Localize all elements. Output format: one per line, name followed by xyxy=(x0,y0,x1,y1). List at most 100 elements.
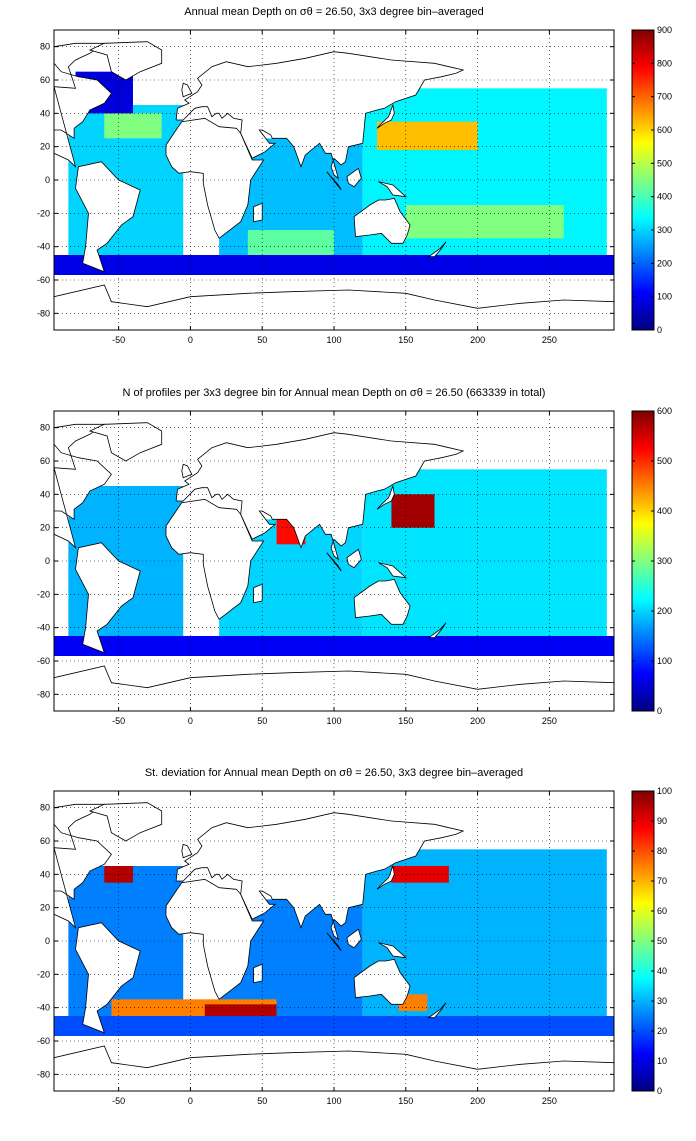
colorbar-tick-label: 0 xyxy=(657,706,662,716)
colorbar-tick-label: 70 xyxy=(657,876,667,886)
heat-region xyxy=(104,113,162,139)
y-tick-label: -20 xyxy=(37,589,50,599)
coastline xyxy=(88,422,163,462)
coastline xyxy=(378,942,408,959)
coastline xyxy=(378,181,408,198)
coastline xyxy=(346,928,362,949)
y-tick-label: -40 xyxy=(37,1003,50,1013)
y-tick-label: 0 xyxy=(45,175,50,185)
colorbar-tick-label: 500 xyxy=(657,158,672,168)
y-tick-label: -80 xyxy=(37,308,50,318)
colorbar-tick-label: 700 xyxy=(657,92,672,102)
colorbar-tick-label: 800 xyxy=(657,58,672,68)
x-tick-label: 0 xyxy=(188,1096,193,1106)
coastline xyxy=(353,578,411,625)
heat-region xyxy=(247,230,334,255)
depth-map: -50 0 50 100 150 200 250-80-60-40-200204060800… xyxy=(37,25,672,345)
y-tick-label: 40 xyxy=(40,869,50,879)
coastline xyxy=(54,803,112,929)
y-tick-label: 60 xyxy=(40,75,50,85)
x-tick-label: 250 xyxy=(542,716,557,726)
colorbar xyxy=(631,790,655,1092)
y-tick-label: -20 xyxy=(37,969,50,979)
colorbar-tick-label: 0 xyxy=(657,325,662,335)
x-tick-label: 200 xyxy=(470,335,485,345)
y-tick-label: -60 xyxy=(37,656,50,666)
colorbar-tick-label: 300 xyxy=(657,556,672,566)
heat-region xyxy=(377,121,478,150)
coastline xyxy=(326,932,342,952)
coastline xyxy=(165,878,265,1000)
colorbar-tick-label: 200 xyxy=(657,606,672,616)
coastline xyxy=(181,463,193,479)
coastline xyxy=(253,202,263,223)
colorbar-tick-label: 100 xyxy=(657,786,672,796)
colorbar-tick-label: 400 xyxy=(657,506,672,516)
x-tick-label: 100 xyxy=(326,335,341,345)
y-tick-label: 0 xyxy=(45,556,50,566)
y-tick-label: 0 xyxy=(45,936,50,946)
heat-region xyxy=(405,205,564,239)
coastline xyxy=(54,665,614,711)
colorbar-tick-label: 90 xyxy=(657,816,667,826)
coastline xyxy=(54,42,112,168)
colorbar xyxy=(631,29,655,331)
coastline xyxy=(376,484,395,510)
coastline xyxy=(165,498,265,620)
y-tick-label: -80 xyxy=(37,1069,50,1079)
coastline xyxy=(54,423,112,549)
coastline xyxy=(54,284,614,330)
x-tick-label: 0 xyxy=(188,716,193,726)
colorbar-tick-label: 900 xyxy=(657,25,672,35)
x-tick-label: 50 xyxy=(257,335,267,345)
coastline xyxy=(253,963,263,984)
y-tick-label: -40 xyxy=(37,623,50,633)
y-tick-label: 20 xyxy=(40,142,50,152)
x-tick-label: 0 xyxy=(188,335,193,345)
colorbar-tick-label: 80 xyxy=(657,846,667,856)
coastline xyxy=(353,958,411,1005)
colorbar-tick-label: 20 xyxy=(657,1026,667,1036)
y-tick-label: 40 xyxy=(40,489,50,499)
coastline xyxy=(88,802,163,842)
y-tick-label: 20 xyxy=(40,903,50,913)
y-tick-label: 80 xyxy=(40,42,50,52)
x-tick-label: 200 xyxy=(470,716,485,726)
y-tick-label: -60 xyxy=(37,275,50,285)
y-tick-label: -80 xyxy=(37,689,50,699)
coastline xyxy=(346,548,362,569)
y-tick-label: 60 xyxy=(40,456,50,466)
y-tick-label: 80 xyxy=(40,423,50,433)
heat-region xyxy=(391,494,435,528)
profile-count-map-panel: N of profiles per 3x3 degree bin for Ann… xyxy=(0,381,696,761)
heat-region xyxy=(54,636,614,656)
coastline xyxy=(75,161,141,273)
heat-region xyxy=(204,1004,277,1016)
colorbar xyxy=(631,410,655,712)
y-tick-label: 60 xyxy=(40,836,50,846)
x-tick-label: 150 xyxy=(398,335,413,345)
y-tick-label: 80 xyxy=(40,803,50,813)
y-tick-label: 20 xyxy=(40,523,50,533)
colorbar-tick-label: 0 xyxy=(657,1086,662,1096)
colorbar-tick-label: 50 xyxy=(657,936,667,946)
coastline xyxy=(88,41,163,81)
y-tick-label: -40 xyxy=(37,242,50,252)
coastline xyxy=(165,117,265,239)
x-tick-label: -50 xyxy=(112,1096,125,1106)
coastline xyxy=(427,241,447,258)
coastline xyxy=(427,622,447,639)
coastline xyxy=(427,1002,447,1019)
x-tick-label: 100 xyxy=(326,1096,341,1106)
coastline xyxy=(346,167,362,188)
colorbar-tick-label: 30 xyxy=(657,996,667,1006)
chart-title: Annual mean Depth on σθ = 26.50, 3x3 deg… xyxy=(184,6,484,18)
coastline xyxy=(353,197,411,244)
std-deviation-map: -50 0 50 100 150 200 250 -80 -60 -40 -20 0 20 40 60 80 0… xyxy=(37,786,672,1106)
coastline xyxy=(75,922,141,1034)
y-tick-label: -60 xyxy=(37,1036,50,1046)
y-tick-label: 40 xyxy=(40,108,50,118)
x-tick-label: -50 xyxy=(112,716,125,726)
coastline xyxy=(376,103,395,129)
profile-count-map: -50 0 50 100 150 200 250 -80 -60 -40 -20 0 20 40 60 80 0… xyxy=(37,406,672,726)
